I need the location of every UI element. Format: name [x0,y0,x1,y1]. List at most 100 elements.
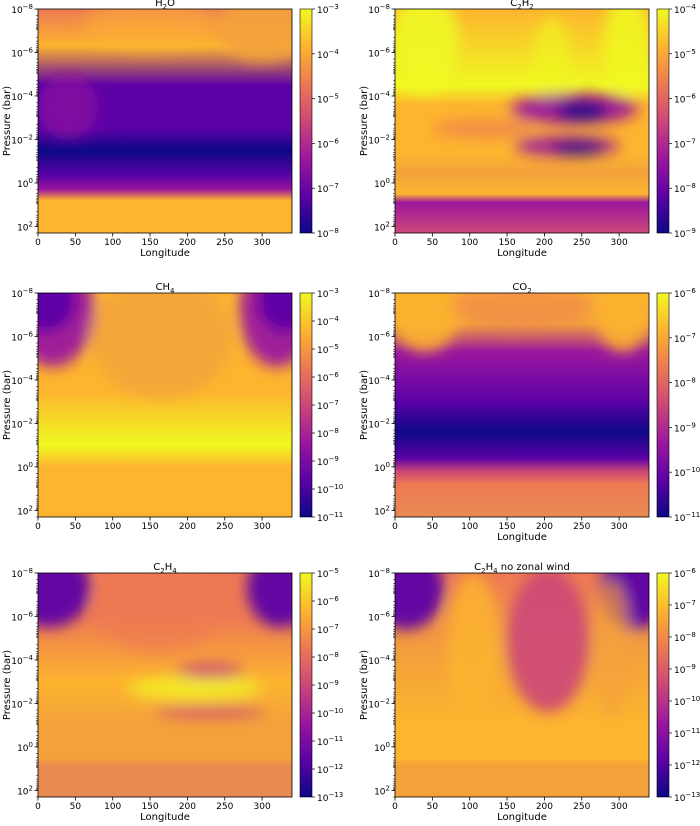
y-tick-label: 102 [17,784,33,797]
heatmap-region [596,293,649,352]
y-tick-label: 10−6 [368,330,390,343]
y-tick-label: 100 [374,461,390,474]
x-tick-label: 50 [70,802,82,812]
y-tick-label: 10−2 [368,697,390,710]
heatmap-region [90,293,233,398]
y-tick-label: 102 [374,504,390,517]
colorbar-tick-label: 10−6 [674,567,696,580]
axes-frame [394,572,650,798]
heatmap-region [127,676,263,701]
colorbar-tick-label: 10−5 [317,343,339,356]
colorbar-tick-label: 10−4 [674,3,696,16]
y-tick-label: 10−6 [368,610,390,623]
x-tick-label: 200 [179,802,196,812]
colorbar-tick-label: 10−7 [674,599,696,612]
heatmap-region [447,573,500,726]
panel-2: C2H2 0 50 100 150 200 250 300 Longitude 10−8 10−6 1… [359,0,696,259]
heatmap-region [38,573,91,628]
x-tick-label: 300 [254,802,271,812]
y-tick-label: 10−2 [368,133,390,146]
x-tick-label: 300 [611,238,628,248]
y-tick-label: 10−6 [368,46,390,59]
heatmap-region [38,74,98,140]
y-tick-label: 10−4 [368,90,390,103]
panel-1: H2O 0 50 100 150 200 250 300 Longitude 10−8 10−6 10… [2,0,339,259]
x-tick-label: 0 [392,802,398,812]
x-tick-label: 0 [35,802,41,812]
x-tick-label: 100 [104,802,121,812]
x-tick-label: 50 [70,238,82,248]
colorbar-tick-label: 10−9 [674,663,696,676]
y-tick-label: 10−8 [368,567,390,580]
x-tick-label: 200 [179,238,196,248]
x-axis-label: Longitude [140,812,190,822]
x-tick-label: 0 [392,238,398,248]
x-tick-label: 200 [536,238,553,248]
panel-title: CH4 [156,282,176,295]
colorbar-tick-label: 10−7 [674,137,696,150]
heatmap-region [592,579,631,719]
heatmap-field [395,573,649,797]
heatmap-region [551,141,605,155]
y-tick-label: 10−2 [11,133,33,146]
panel-3: CH4 0 50 100 150 200 250 300 10−8 10−6 10−4 10−2 100… [2,282,343,532]
colorbar-tick-label: 10−8 [317,227,339,240]
panel-5: C2H4 0 50 100 150 200 250 300 Longitude 10−8 10−6 1… [2,562,343,823]
axes-frame [37,292,293,518]
colorbar-tick-label: 10−3 [317,3,339,16]
colorbar-tick-label: 10−11 [317,511,343,524]
y-tick-label: 10−6 [11,46,33,59]
axes-frame [394,8,650,234]
panel-title: C2H2 [510,0,533,11]
x-axis-label: Longitude [497,812,547,822]
y-tick-label: 10−8 [11,3,33,16]
y-tick-label: 102 [17,220,33,233]
colorbar-tick-label: 10−11 [674,511,700,524]
x-tick-label: 100 [461,802,478,812]
colorbar-tick-label: 10−10 [317,483,343,496]
x-tick-label: 100 [461,238,478,248]
heatmap-region [38,293,76,333]
x-tick-label: 300 [254,238,271,248]
y-axis-label: Pressure (bar) [2,86,13,156]
colorbar-tick-label: 10−8 [674,377,696,390]
x-tick-label: 200 [536,522,553,532]
y-tick-label: 100 [374,741,390,754]
colorbar [656,572,670,798]
heatmap-field [38,573,292,797]
colorbar [299,572,313,798]
x-tick-label: 150 [141,522,158,532]
x-tick-label: 200 [179,522,196,532]
y-tick-label: 102 [374,784,390,797]
x-tick-label: 100 [104,522,121,532]
colorbar-tick-label: 10−11 [674,727,700,740]
y-tick-label: 10−2 [11,697,33,710]
x-tick-label: 300 [611,522,628,532]
x-tick-label: 100 [104,238,121,248]
y-tick-label: 10−8 [368,3,390,16]
y-tick-label: 102 [374,220,390,233]
heatmap-region [432,119,537,138]
y-axis-label: Pressure (bar) [2,650,13,720]
y-tick-label: 100 [17,177,33,190]
panel-4: CO2 0 50 100 150 200 250 300 Longitude 10−8 10−6 10… [359,282,700,543]
colorbar-tick-label: 10−6 [674,93,696,106]
heatmap-region [217,9,292,62]
panel-title: C2H4 no zonal wind [474,562,570,575]
y-tick-label: 10−6 [11,610,33,623]
heatmap-field [38,9,292,233]
y-tick-label: 10−6 [11,330,33,343]
y-tick-label: 10−4 [11,374,33,387]
colorbar-tick-label: 10−5 [317,93,339,106]
x-tick-label: 0 [392,522,398,532]
colorbar-tick-label: 10−6 [317,137,339,150]
colorbar-tick-label: 10−10 [674,695,700,708]
y-tick-label: 10−4 [11,654,33,667]
x-tick-label: 250 [573,522,590,532]
y-tick-label: 100 [17,741,33,754]
colorbar-tick-label: 10−7 [674,332,696,345]
heatmap-region [507,573,590,713]
axes-frame [37,572,293,798]
